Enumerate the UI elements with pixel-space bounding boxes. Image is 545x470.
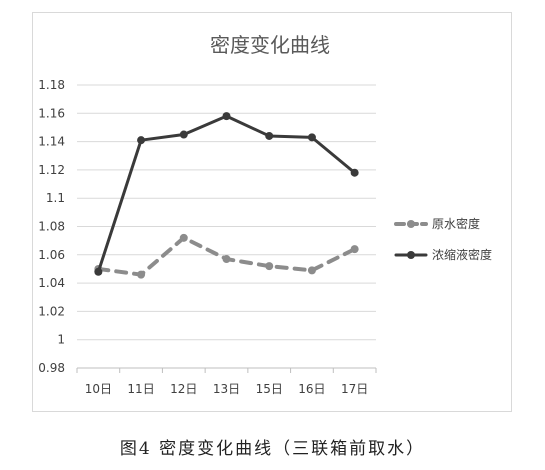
data-point (222, 112, 231, 121)
data-point (307, 266, 316, 275)
x-tick-label: 16日 (298, 382, 325, 396)
y-tick-label: 1.16 (38, 106, 65, 120)
data-point (179, 233, 188, 242)
chart-title: 密度变化曲线 (210, 33, 330, 57)
y-tick-label: 1.18 (38, 78, 65, 92)
series (94, 112, 359, 279)
y-tick-label: 1.14 (38, 135, 65, 149)
y-tick-label: 1.06 (38, 248, 65, 262)
chart-frame (32, 12, 512, 412)
y-tick-label: 1 (57, 333, 65, 347)
data-point (222, 255, 231, 264)
axes: 0.98 1 1.02 1.04 1.06 1.08 1.1 1.12 1.14 1.16 1.18… (38, 78, 377, 396)
x-tick-label: 17日 (341, 382, 368, 396)
y-tick-label: 1.1 (46, 191, 65, 205)
legend-label: 原水密度 (432, 216, 480, 231)
legend-marker (407, 251, 415, 259)
legend-label: 浓缩液密度 (432, 247, 492, 262)
data-point (307, 133, 316, 142)
data-point (350, 245, 359, 254)
x-tick-label: 10日 (85, 382, 112, 396)
gridlines (77, 84, 376, 341)
data-point (265, 262, 274, 271)
data-point (94, 267, 103, 276)
data-point (137, 136, 146, 145)
y-tick-label: 1.02 (38, 304, 65, 318)
y-tick-label: 0.98 (38, 361, 65, 375)
x-tick-label: 13日 (213, 382, 240, 396)
x-tick-label: 11日 (127, 382, 154, 396)
data-point (137, 270, 146, 279)
data-point (350, 168, 359, 177)
y-tick-label: 1.12 (38, 163, 65, 177)
legend-marker (407, 220, 415, 228)
data-point (179, 130, 188, 139)
x-tick-label: 15日 (256, 382, 283, 396)
x-tick-label: 12日 (170, 382, 197, 396)
data-point (265, 131, 274, 140)
series-line-2 (96, 114, 357, 274)
figure-caption: 图4 密度变化曲线（三联箱前取水） (119, 439, 426, 459)
y-tick-label: 1.08 (38, 220, 65, 234)
y-tick-label: 1.04 (38, 276, 65, 290)
